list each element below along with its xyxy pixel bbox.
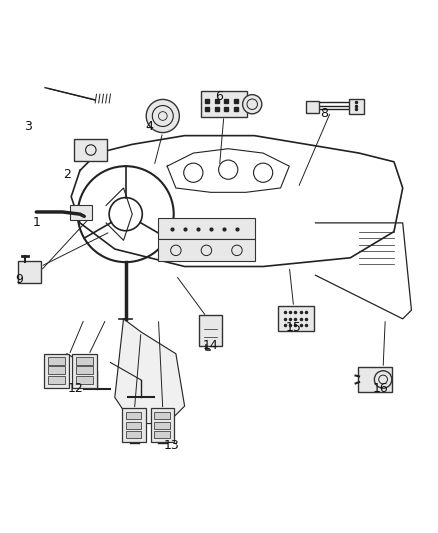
- FancyBboxPatch shape: [74, 139, 107, 161]
- FancyBboxPatch shape: [150, 408, 174, 442]
- Circle shape: [146, 100, 179, 133]
- FancyBboxPatch shape: [154, 422, 170, 429]
- FancyBboxPatch shape: [200, 91, 247, 117]
- FancyBboxPatch shape: [125, 412, 141, 419]
- FancyBboxPatch shape: [154, 412, 170, 419]
- Text: 8: 8: [319, 107, 328, 120]
- FancyBboxPatch shape: [357, 367, 391, 392]
- Text: 15: 15: [285, 321, 301, 334]
- FancyBboxPatch shape: [278, 306, 313, 331]
- Text: 14: 14: [202, 338, 218, 352]
- Text: 16: 16: [372, 382, 388, 395]
- FancyBboxPatch shape: [72, 354, 97, 388]
- FancyBboxPatch shape: [154, 431, 170, 438]
- Text: 3: 3: [24, 120, 32, 133]
- FancyBboxPatch shape: [157, 217, 254, 239]
- Text: 13: 13: [163, 439, 179, 452]
- FancyBboxPatch shape: [48, 357, 64, 365]
- FancyBboxPatch shape: [198, 316, 222, 346]
- Text: 4: 4: [145, 120, 153, 133]
- FancyBboxPatch shape: [76, 357, 93, 365]
- FancyBboxPatch shape: [48, 376, 64, 384]
- FancyBboxPatch shape: [76, 376, 93, 384]
- FancyBboxPatch shape: [122, 408, 145, 442]
- Text: 1: 1: [32, 216, 40, 229]
- FancyBboxPatch shape: [70, 205, 92, 220]
- Text: 6: 6: [215, 90, 223, 103]
- Text: 2: 2: [63, 168, 71, 181]
- Circle shape: [374, 371, 391, 388]
- FancyBboxPatch shape: [305, 101, 318, 112]
- FancyBboxPatch shape: [48, 366, 64, 374]
- FancyBboxPatch shape: [125, 431, 141, 438]
- FancyBboxPatch shape: [18, 261, 41, 283]
- FancyBboxPatch shape: [76, 366, 93, 374]
- Text: 12: 12: [67, 382, 83, 395]
- FancyBboxPatch shape: [157, 239, 254, 261]
- FancyBboxPatch shape: [125, 422, 141, 429]
- Polygon shape: [115, 319, 184, 424]
- FancyBboxPatch shape: [349, 99, 364, 114]
- Text: 9: 9: [15, 273, 23, 286]
- Circle shape: [242, 95, 261, 114]
- FancyBboxPatch shape: [44, 354, 69, 388]
